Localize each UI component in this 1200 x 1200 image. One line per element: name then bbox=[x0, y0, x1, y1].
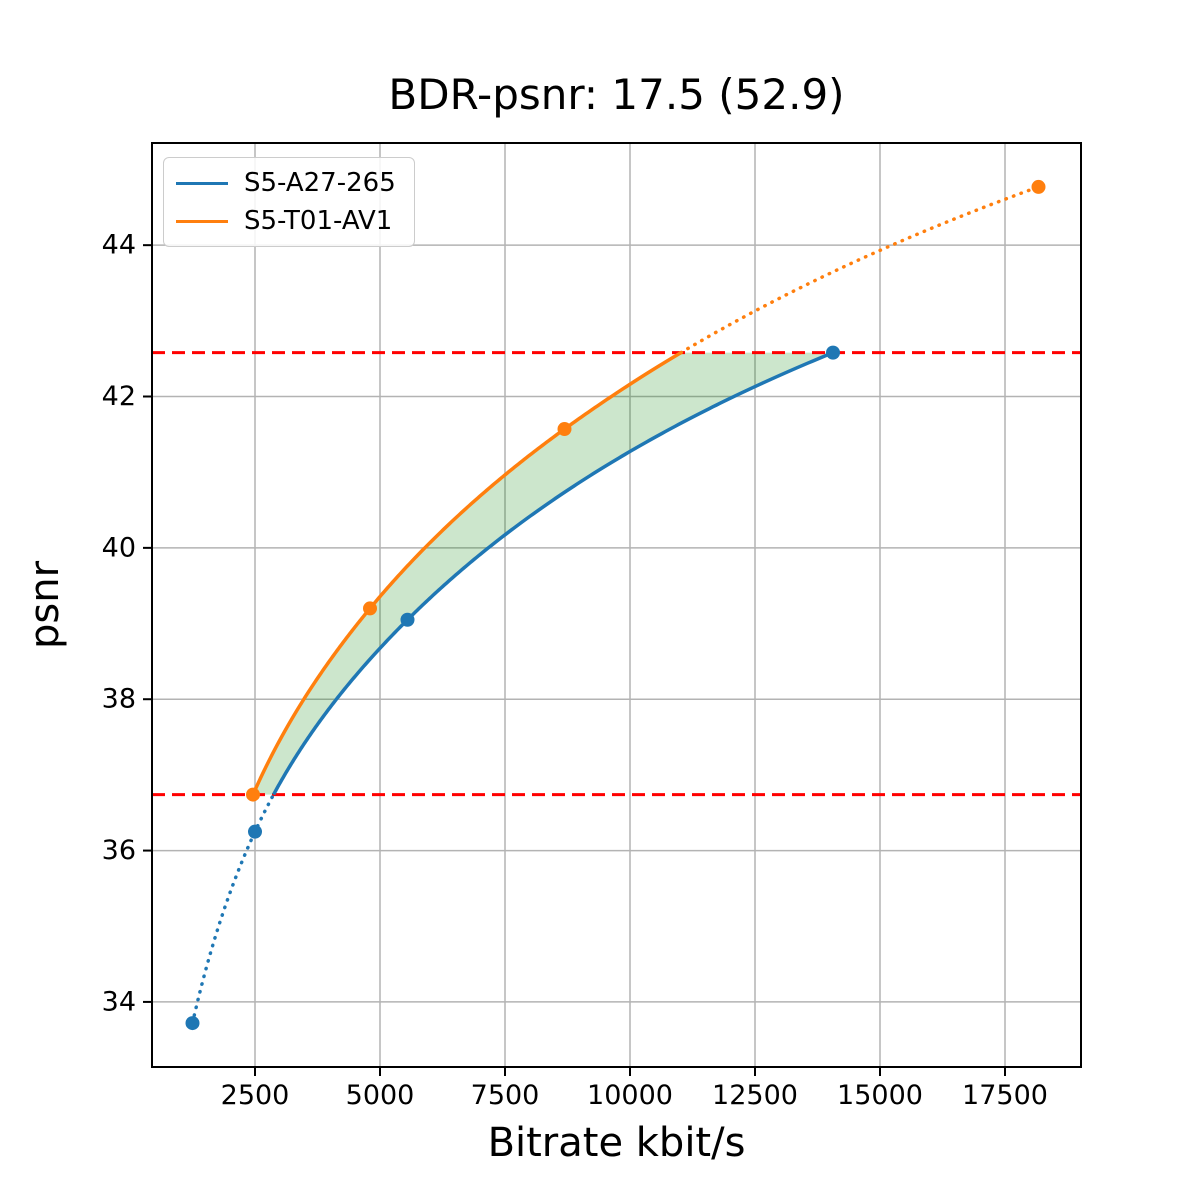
legend-line-swatch-series-0 bbox=[176, 181, 228, 185]
legend-line-swatch-series-1 bbox=[176, 219, 228, 223]
x-tick-label: 12500 bbox=[712, 1080, 798, 1111]
series-curve-solid bbox=[272, 351, 834, 796]
x-tick-label: 2500 bbox=[221, 1080, 290, 1111]
legend-label-series-1: S5-T01-AV1 bbox=[244, 206, 393, 236]
y-axis-label: psnr bbox=[22, 560, 68, 650]
x-tick-label: 10000 bbox=[587, 1080, 673, 1111]
axes-spines bbox=[151, 142, 1082, 1068]
shaded-region bbox=[253, 352, 833, 795]
x-tick-label: 15000 bbox=[837, 1080, 923, 1111]
series-marker bbox=[363, 601, 377, 616]
y-tick-label: 34 bbox=[102, 986, 136, 1017]
series-marker bbox=[826, 345, 840, 360]
y-tick-label: 36 bbox=[102, 835, 136, 866]
y-tick-label: 44 bbox=[102, 230, 136, 261]
x-tick-label: 17500 bbox=[962, 1080, 1048, 1111]
y-tick-label: 42 bbox=[102, 381, 136, 412]
series-curve-dotted bbox=[190, 792, 276, 1025]
series-marker bbox=[1031, 179, 1046, 194]
series-marker bbox=[557, 422, 572, 437]
series-marker bbox=[400, 612, 415, 627]
series-marker bbox=[246, 787, 260, 802]
x-tick-label: 7500 bbox=[471, 1080, 540, 1111]
legend-item: S5-T01-AV1 bbox=[176, 206, 396, 236]
legend-label-series-0: S5-A27-265 bbox=[244, 168, 396, 198]
legend: S5-A27-265 S5-T01-AV1 bbox=[163, 157, 415, 247]
y-tick-label: 38 bbox=[102, 684, 136, 715]
chart-title: BDR-psnr: 17.5 (52.9) bbox=[388, 70, 845, 119]
y-tick-label: 40 bbox=[102, 532, 136, 563]
series-marker bbox=[248, 824, 262, 839]
legend-item: S5-A27-265 bbox=[176, 168, 396, 198]
series-curve-dotted bbox=[679, 185, 1041, 355]
x-tick-label: 5000 bbox=[346, 1080, 415, 1111]
x-axis-label: Bitrate kbit/s bbox=[487, 1120, 746, 1166]
series-marker bbox=[185, 1016, 200, 1031]
